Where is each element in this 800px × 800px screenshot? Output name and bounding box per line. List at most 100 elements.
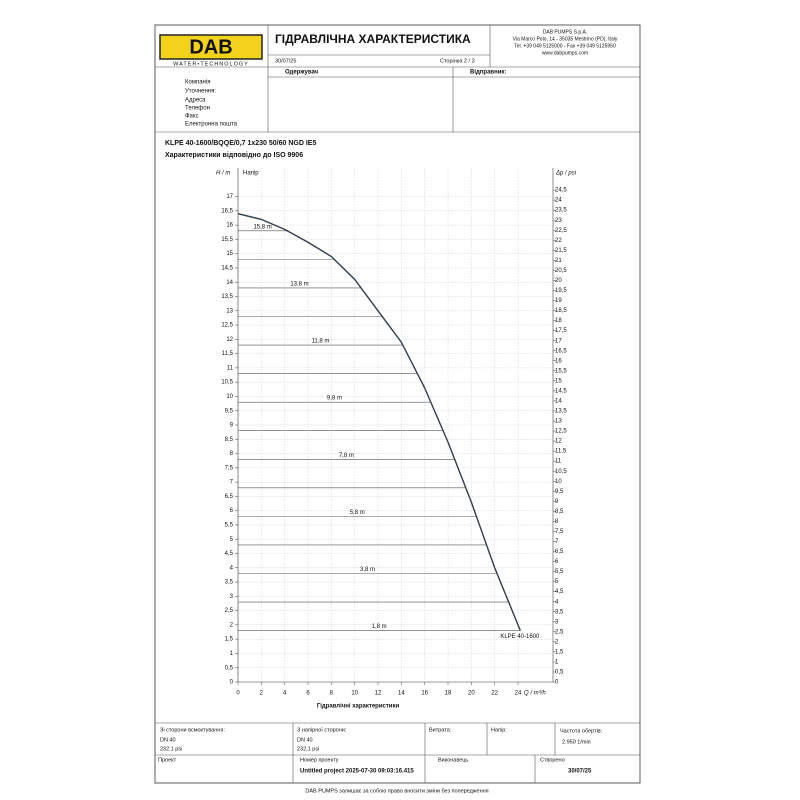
y2-tick-label: 1 [555, 660, 559, 666]
y-tick-label: 8,5 [225, 437, 234, 443]
y-tick-label: 6,5 [225, 494, 234, 500]
table-label: Частота обертів: [560, 728, 603, 734]
table-label: Виконавець [438, 757, 468, 763]
table-label: Зі сторони всмоктування: [160, 727, 225, 733]
y2-tick-label: 0,5 [555, 670, 564, 676]
y2-axis-label: Δp / psi [555, 171, 577, 177]
table-label: Номер проекту [300, 757, 339, 763]
y2-tick-label: 7 [555, 539, 559, 545]
y2-tick-label: 18 [555, 318, 562, 324]
y2-tick-label: 24 [555, 198, 562, 204]
y2-tick-label: 8,5 [555, 509, 564, 515]
y2-tick-label: 4,5 [555, 589, 564, 595]
y2-tick-label: 22,5 [555, 228, 567, 234]
logo-box [159, 34, 263, 60]
y2-tick-label: 13 [555, 419, 562, 425]
iso-label: 7,8 m [339, 453, 354, 459]
y-tick-label: 13,5 [221, 294, 233, 300]
y2-tick-label: 9 [555, 499, 559, 505]
y-tick-label: 1 [230, 651, 234, 657]
y2-tick-label: 6 [555, 559, 559, 565]
series-label: KLPE 40-1600 [500, 634, 540, 640]
contact-field: Факс [185, 114, 199, 120]
y2-tick-label: 0 [555, 680, 559, 686]
y2-tick-label: 17,5 [555, 328, 567, 334]
y2-tick-label: 23 [555, 218, 562, 224]
table-value: 30/07/25 [568, 769, 592, 775]
iso-label: 15,8 m [253, 224, 271, 230]
y2-tick-label: 4 [555, 599, 559, 605]
y-tick-label: 11,5 [222, 351, 234, 357]
y-tick-label: 14,5 [221, 266, 233, 272]
logo-tagline: WATER•TECHNOLOGY [173, 61, 249, 67]
table-label: З напірної сторони: [297, 727, 347, 733]
y2-tick-label: 13,5 [555, 409, 567, 415]
contact-field: Уточнення: [185, 89, 216, 95]
x-tick-label: 4 [283, 691, 287, 697]
y-tick-label: 11 [227, 365, 234, 371]
y2-tick-label: 9,5 [555, 489, 564, 495]
x-tick-label: 0 [236, 691, 240, 697]
y2-tick-label: 16 [555, 358, 562, 364]
y-tick-label: 7 [230, 480, 234, 486]
y-tick-label: 10 [226, 394, 233, 400]
x-tick-label: 12 [375, 691, 382, 697]
footer-note: DAB PUMPS залишає за собою право вносити… [305, 788, 488, 794]
company-line: www.dabpumps.com [542, 50, 588, 56]
y-tick-label: 15,5 [221, 237, 233, 243]
y2-tick-label: 24,5 [555, 188, 567, 194]
x-tick-label: 16 [421, 691, 428, 697]
iso-label: 3,8 m [360, 567, 375, 573]
y2-tick-label: 16,5 [555, 348, 567, 354]
y2-tick-label: 20,5 [555, 268, 567, 274]
y-tick-label: 4 [230, 565, 234, 571]
x-axis-label: Q / m³/h [524, 691, 546, 697]
y-tick-label: 6 [230, 508, 234, 514]
company-line: Tel. +39 049 5125000 - Fax +39 049 51259… [514, 43, 616, 49]
x-tick-label: 6 [306, 691, 310, 697]
x-tick-label: 8 [330, 691, 334, 697]
iso-label: 13,8 m [290, 282, 308, 288]
table-value: DN 40 [297, 737, 313, 743]
curve-label: Напір [243, 171, 259, 177]
y2-tick-label: 23,5 [555, 208, 567, 214]
y2-tick-label: 20 [555, 278, 562, 284]
date: 30/07/25 [275, 58, 296, 64]
x-tick-label: 18 [445, 691, 452, 697]
y-tick-label: 0,5 [225, 665, 234, 671]
y-tick-label: 2 [230, 622, 234, 628]
y-tick-label: 2,5 [225, 608, 234, 614]
logo: DAB [189, 36, 232, 58]
y-tick-label: 8 [230, 451, 234, 457]
table-label: Проект [158, 757, 177, 763]
y2-tick-label: 11 [555, 459, 562, 465]
y2-tick-label: 14 [555, 398, 562, 404]
table-value: 232,1 psi [297, 746, 319, 752]
y2-tick-label: 18,5 [555, 308, 567, 314]
y-tick-label: 16 [226, 223, 233, 229]
table-value: 2.950 1/min [562, 739, 591, 745]
y2-tick-label: 7,5 [555, 529, 564, 535]
contact-field: Адреса [185, 98, 206, 104]
y-tick-label: 15 [226, 251, 233, 257]
y2-tick-label: 11,5 [555, 449, 567, 455]
y2-tick-label: 22 [555, 238, 562, 244]
y2-tick-label: 5 [555, 579, 559, 585]
y2-tick-label: 12 [555, 439, 562, 445]
x-tick-label: 24 [515, 691, 522, 697]
y2-tick-label: 10,5 [555, 469, 567, 475]
y2-tick-label: 12,5 [555, 429, 567, 435]
y-tick-label: 5 [230, 537, 234, 543]
y-tick-label: 12,5 [221, 323, 233, 329]
y2-tick-label: 1,5 [555, 649, 564, 655]
chart-caption: Гідравлічні характеристики [317, 704, 400, 710]
chart: Гідравлічні характеристики Напір H / m Δ… [216, 168, 577, 710]
y-axis-label: H / m [216, 171, 230, 177]
table-value: Untitled project 2025-07-30 09:03:16.415 [300, 769, 414, 775]
y-tick-label: 10,5 [221, 380, 233, 386]
y2-tick-label: 2 [555, 639, 559, 645]
contact-field: Електронна пошта [185, 122, 238, 128]
company-line: DAB PUMPS S.p.A. [543, 29, 587, 35]
y-tick-label: 14 [226, 280, 233, 286]
y-tick-label: 17 [226, 194, 233, 200]
